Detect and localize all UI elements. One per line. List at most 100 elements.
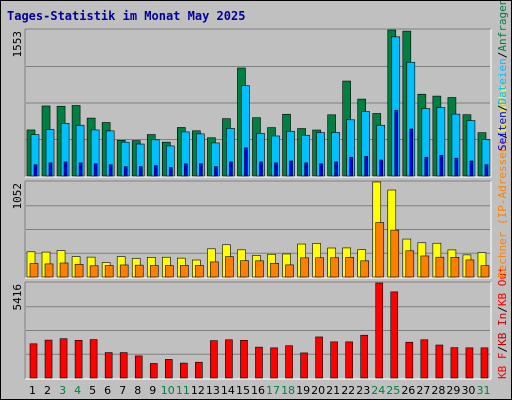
bar-seiten-day-13: [214, 166, 218, 177]
bar-kbout-day-2: [44, 339, 53, 379]
panel-kbytes: 5416: [11, 281, 492, 380]
x-tick-label: 7: [119, 384, 126, 397]
x-tick-label: 6: [104, 384, 111, 397]
bar-rechner-day-26: [405, 250, 415, 278]
bar-kbout-day-21: [330, 341, 338, 379]
bar-kbout-day-15: [240, 339, 248, 379]
bar-rechner-day-19: [300, 257, 309, 278]
bar-kbout-day-16: [255, 346, 263, 379]
bar-seiten-day-9: [153, 165, 158, 177]
bar-rechner-day-22: [345, 257, 354, 278]
x-tick-label: 13: [206, 384, 220, 397]
bar-seiten-day-17: [274, 162, 278, 177]
bar-rechner-day-17: [270, 262, 279, 278]
x-tick-label: 10: [161, 384, 175, 397]
legend-entry-besuche: Besuche: [496, 86, 509, 132]
bar-kbout-day-28: [435, 344, 444, 379]
bar-seiten-day-22: [349, 156, 353, 177]
panel-requests: 1553: [11, 28, 492, 178]
x-tick-label: 5: [89, 384, 96, 397]
legend-separator: /: [496, 105, 509, 112]
bar-kbout-day-31: [480, 347, 489, 379]
bar-kbout-day-20: [315, 336, 323, 379]
bar-kbout-day-27: [420, 339, 429, 379]
bar-rechner-day-29: [450, 257, 460, 278]
legend-separator: /: [496, 52, 509, 59]
x-tick-label: 20: [311, 384, 325, 397]
legend-group: KB F/KB In/KB Out: [496, 266, 509, 379]
bar-seiten-day-18: [289, 160, 293, 177]
x-tick-label: 11: [176, 384, 190, 397]
x-tick-label: 22: [341, 384, 355, 397]
legend-entry-seiten: Seiten: [496, 111, 509, 151]
bar-rechner-day-31: [480, 265, 490, 278]
bar-kbout-day-12: [195, 361, 203, 379]
series-seiten: [33, 109, 489, 177]
x-tick-label: 29: [446, 384, 460, 397]
bar-kbout-day-26: [405, 341, 414, 379]
x-tick-label: 21: [326, 384, 340, 397]
x-tick-label: 18: [281, 384, 295, 397]
bar-rechner-day-7: [119, 264, 129, 278]
bar-rechner-day-8: [134, 264, 144, 278]
bar-kbout-day-9: [149, 363, 158, 379]
panel-visits: 1052: [11, 180, 492, 279]
y-axis-max-label: 1052: [11, 183, 24, 210]
bar-rechner-day-16: [255, 260, 264, 278]
bar-kbout-day-8: [134, 355, 143, 379]
bar-seiten-day-27: [424, 156, 429, 177]
bar-seiten-day-30: [469, 160, 474, 177]
bar-seiten-day-11: [184, 163, 188, 177]
bar-rechner-day-5: [89, 265, 99, 278]
bar-seiten-day-23: [364, 155, 369, 177]
bar-rechner-day-2: [44, 263, 54, 278]
bar-rechner-day-11: [180, 265, 189, 278]
series-kbout: [29, 282, 489, 379]
bar-rechner-day-18: [285, 264, 294, 278]
x-tick-label: 14: [221, 384, 235, 397]
bar-seiten-day-24: [379, 159, 384, 177]
legend-entry-dateien: Dateien: [496, 58, 509, 104]
bar-kbout-day-19: [300, 352, 308, 379]
bar-seiten-day-31: [484, 164, 489, 177]
bar-seiten-day-6: [108, 164, 113, 177]
legend-separator: /: [496, 132, 509, 139]
bar-rechner-day-4: [74, 264, 84, 278]
bar-seiten-day-4: [78, 162, 83, 177]
legend-separator: /: [496, 346, 509, 353]
bar-seiten-day-21: [334, 161, 338, 177]
bar-kbout-day-13: [210, 340, 218, 379]
legend-group: Rechner (IP-Adressen)/Besuche: [496, 86, 509, 278]
x-axis-day-labels: 1 2 3 4 5 6 7 8 9 10 11 12 13 14 15 16 17 18 19 20 21 22 23 24 2…: [29, 384, 490, 397]
bar-rechner-day-30: [465, 259, 475, 278]
bar-seiten-day-5: [93, 163, 98, 177]
bar-rechner-day-1: [29, 263, 39, 278]
bar-seiten-day-12: [199, 163, 203, 177]
x-tick-label: 25: [386, 384, 400, 397]
bar-rechner-day-28: [435, 256, 445, 278]
x-tick-label: 15: [236, 384, 250, 397]
y-axis-max-label: 1553: [11, 31, 24, 58]
x-tick-label: 12: [191, 384, 205, 397]
legend-entry-rechner: Rechner (IP-Adressen): [496, 139, 509, 278]
x-tick-label: 26: [401, 384, 415, 397]
x-tick-label: 1: [29, 384, 36, 397]
x-tick-label: 27: [416, 384, 430, 397]
bar-seiten-day-28: [439, 155, 444, 177]
bar-kbout-day-5: [89, 339, 98, 379]
legend-entry-kbin: KB In: [496, 313, 509, 346]
x-tick-label: 9: [149, 384, 156, 397]
x-tick-label: 24: [371, 384, 385, 397]
bar-kbout-day-30: [465, 347, 474, 379]
bar-kbout-day-10: [164, 359, 173, 379]
chart-panels: 1553 1052 5416: [11, 28, 492, 380]
bar-rechner-day-25: [390, 229, 400, 278]
bar-seiten-day-3: [63, 161, 68, 177]
bar-rechner-day-9: [149, 265, 159, 278]
bar-kbout-day-3: [59, 338, 68, 379]
bar-kbout-day-17: [270, 347, 278, 379]
bar-rechner-day-20: [315, 257, 324, 278]
